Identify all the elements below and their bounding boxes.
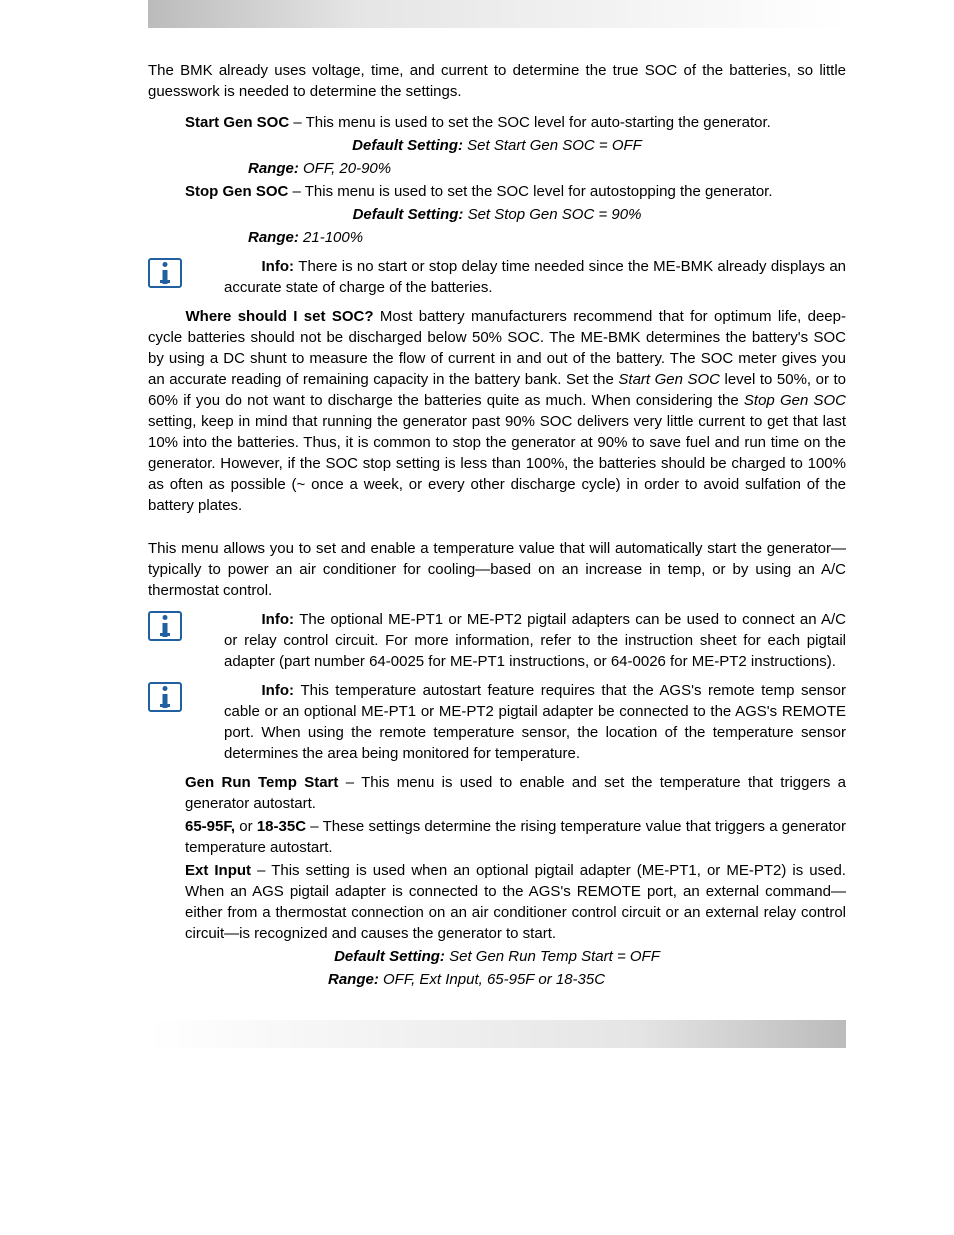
selections-label: 65-95F, — [185, 818, 239, 835]
header-gradient-bar — [148, 0, 846, 28]
stopgen-range-label: Range: — [248, 229, 303, 246]
extinput-label: Ext Input — [185, 862, 251, 879]
temprange-label: Range: — [328, 971, 383, 988]
info1-text: xxxxxInfo: There is no start or stop del… — [224, 256, 846, 298]
tempdefault: Default Setting: Set Gen Run Temp Start … — [148, 946, 846, 967]
info1-label: Info: — [262, 258, 299, 275]
info3-label: Info: — [262, 682, 301, 699]
section-desc: This menu allows you to set and enable a… — [148, 538, 846, 601]
startgen-line: Start Gen SOC – This menu is used to set… — [185, 112, 846, 133]
selections-line: 65-95F, or 18-35C – These settings deter… — [185, 816, 846, 858]
extinput-desc: – This setting is used when an optional … — [185, 862, 846, 942]
startgen-range-value: OFF, 20-90% — [303, 160, 391, 177]
info-box-2: xxxxxInfo: The optional ME-PT1 or ME-PT2… — [148, 609, 846, 672]
tempdefault-label: Default Setting: — [334, 948, 449, 965]
info3-body: This temperature autostart feature requi… — [224, 682, 846, 762]
stopgen-desc: – This menu is used to set the SOC level… — [288, 183, 772, 200]
footer-gradient-bar — [148, 1020, 846, 1048]
startgen-desc: – This menu is used to set the SOC level… — [289, 114, 771, 131]
page-header — [0, 0, 954, 40]
info-box-3: xxxxxInfo: This temperature autostart fe… — [148, 680, 846, 764]
stopgen-default-value: Set Stop Gen SOC = 90% — [468, 206, 642, 223]
info-icon — [148, 682, 182, 712]
selections-label2: 18-35C — [257, 818, 306, 835]
extinput-line: Ext Input – This setting is used when an… — [185, 860, 846, 944]
info2-text: xxxxxInfo: The optional ME-PT1 or ME-PT2… — [224, 609, 846, 672]
startgen-default-label: Default Setting: — [352, 137, 467, 154]
runtemp-label: Gen Run Temp Start — [185, 774, 338, 791]
page-footer — [0, 1020, 954, 1060]
stopgen-range: Range: 21-100% — [248, 227, 846, 248]
where-start: Start Gen SOC — [618, 371, 720, 388]
info2-label: Info: — [262, 611, 300, 628]
startgen-label: Start Gen SOC — [185, 114, 289, 131]
info2-body: The optional ME-PT1 or ME-PT2 pigtail ad… — [224, 611, 846, 670]
stopgen-default-label: Default Setting: — [353, 206, 468, 223]
page-content: The BMK already uses voltage, time, and … — [0, 40, 954, 990]
info-box-1: xxxxxInfo: There is no start or stop del… — [148, 256, 846, 298]
where-text-3: setting, keep in mind that running the g… — [148, 413, 846, 514]
stopgen-default: Default Setting: Set Stop Gen SOC = 90% — [148, 204, 846, 225]
tempdefault-value: Set Gen Run Temp Start = OFF — [449, 948, 660, 965]
startgen-default: Default Setting: Set Start Gen SOC = OFF — [148, 135, 846, 156]
startgen-range: Range: OFF, 20-90% — [248, 158, 846, 179]
info-icon — [148, 258, 182, 288]
startgen-range-label: Range: — [248, 160, 303, 177]
selections-or: or — [239, 818, 252, 835]
temprange: Range: OFF, Ext Input, 65-95F or 18-35C — [328, 969, 846, 990]
stopgen-line: Stop Gen SOC – This menu is used to set … — [185, 181, 846, 202]
info-icon — [148, 611, 182, 641]
startgen-default-value: Set Start Gen SOC = OFF — [467, 137, 642, 154]
intro-paragraph: The BMK already uses voltage, time, and … — [148, 60, 846, 102]
where-stop: Stop Gen SOC — [744, 392, 846, 409]
where-label: Where should I set SOC? — [186, 308, 380, 325]
runtemp-line: Gen Run Temp Start – This menu is used t… — [185, 772, 846, 814]
stopgen-label: Stop Gen SOC — [185, 183, 288, 200]
stopgen-range-value: 21-100% — [303, 229, 363, 246]
info3-text: xxxxxInfo: This temperature autostart fe… — [224, 680, 846, 764]
info1-body: There is no start or stop delay time nee… — [224, 258, 846, 296]
temprange-value: OFF, Ext Input, 65-95F or 18-35C — [383, 971, 605, 988]
where-paragraph: xxxxxWhere should I set SOC? Most batter… — [148, 306, 846, 516]
